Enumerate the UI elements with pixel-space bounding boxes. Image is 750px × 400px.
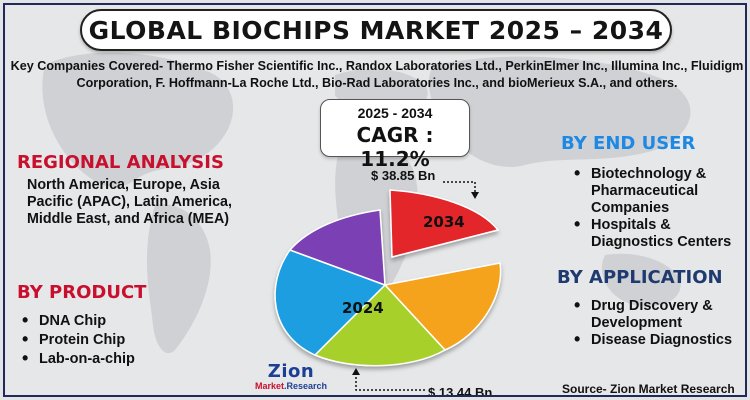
list-item: Lab-on-a-chip [19, 350, 219, 368]
title-banner: GLOBAL BIOCHIPS MARKET 2025 – 2034 [80, 9, 672, 51]
zion-logo: Zion Market.Research [251, 361, 331, 395]
infographic-frame: GLOBAL BIOCHIPS MARKET 2025 – 2034 Key C… [3, 3, 747, 397]
cagr-value: CAGR : 11.2% [356, 123, 434, 171]
logo-sub-b: .Research [283, 381, 328, 391]
pie-slice-red [389, 189, 500, 258]
list-item: Biotechnology & Pharmaceutical Companies [571, 165, 745, 217]
end-user-list: Biotechnology & Pharmaceutical Companies… [571, 165, 745, 251]
pie-slice-blue [274, 249, 387, 356]
label-2024: 2024 [342, 299, 384, 317]
callout-line-top [443, 181, 476, 195]
page-title: GLOBAL BIOCHIPS MARKET 2025 – 2034 [88, 15, 664, 45]
callout-line-bottom [355, 373, 425, 391]
application-heading: BY APPLICATION [557, 267, 723, 288]
logo-sub-a: Market [254, 381, 284, 391]
list-item: Drug Discovery & Development [571, 297, 745, 332]
list-item: Disease Diagnostics [571, 331, 745, 349]
regional-text: North America, Europe, Asia Pacific (APA… [27, 177, 232, 227]
source-text: Source- Zion Market Research [562, 382, 735, 396]
value-2034-callout: $ 38.85 Bn [371, 168, 436, 183]
logo-main-text: Zion [267, 361, 315, 382]
product-list: DNA Chip Protein Chip Lab-on-a-chip [19, 312, 219, 370]
list-item: DNA Chip [19, 312, 219, 330]
pie-illustration: 2034 2024 [274, 181, 502, 391]
cagr-years: 2025 - 2034 [357, 105, 433, 121]
callout-arrow-top [471, 192, 479, 199]
product-heading: BY PRODUCT [17, 282, 147, 303]
pie-slice-purple [288, 209, 386, 287]
label-2034: 2034 [423, 213, 465, 231]
application-list: Drug Discovery & Development Disease Dia… [571, 297, 745, 349]
pie-slice-green [313, 283, 447, 367]
logo-sub-text: Market.Research [251, 381, 331, 391]
list-item: Hospitals & Diagnostics Centers [571, 216, 745, 251]
value-2024-callout: $ 13.44 Bn [428, 385, 493, 397]
end-user-heading: BY END USER [561, 133, 696, 154]
cagr-box: 2025 - 2034 CAGR : 11.2% [320, 99, 470, 171]
regional-heading: REGIONAL ANALYSIS [17, 152, 224, 173]
callout-arrow-bottom [352, 368, 360, 375]
list-item: Protein Chip [19, 331, 219, 349]
key-companies-text: Key Companies Covered- Thermo Fisher Sci… [10, 59, 744, 90]
pie-slice-orange [383, 262, 502, 351]
